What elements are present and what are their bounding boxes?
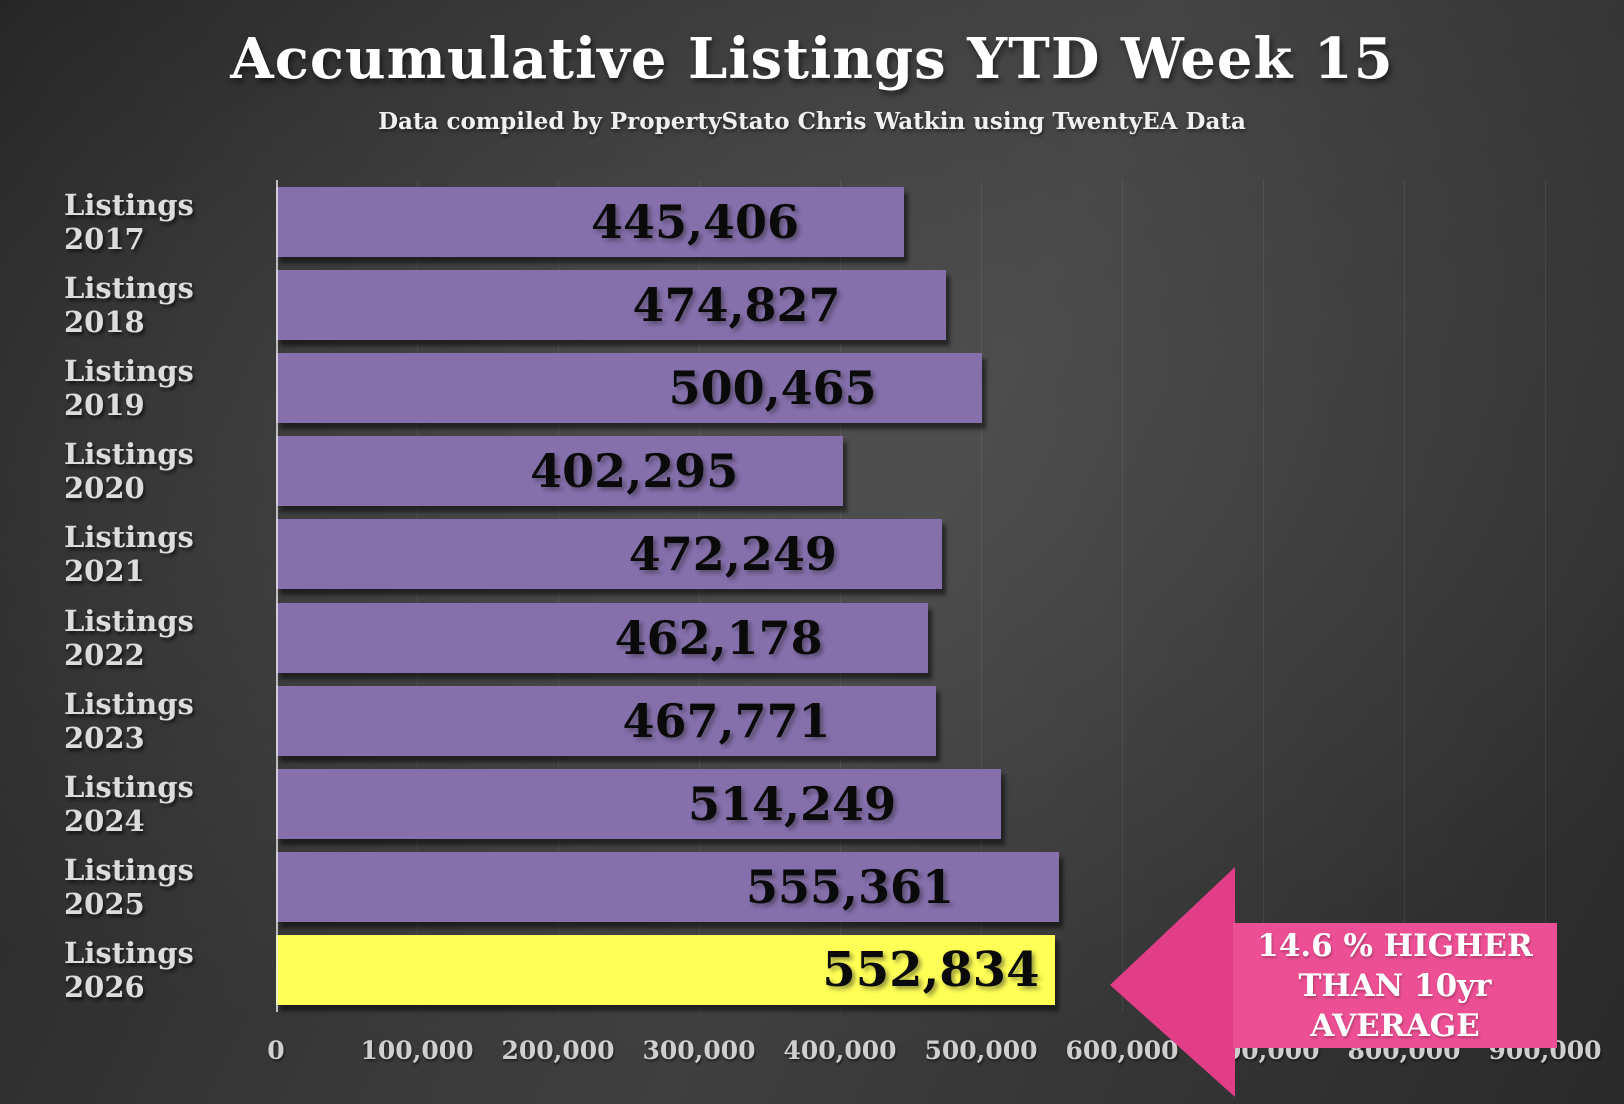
bar-value-label: 467,771 [622,693,831,748]
gridline [1122,180,1123,1012]
gridline [981,180,982,1012]
chart-subtitle: Data compiled by PropertyStato Chris Wat… [378,108,1246,135]
bar: 500,465 [276,352,982,423]
bar-value-label: 555,361 [745,860,955,915]
gridlines [276,180,1546,1012]
bar-value-label: 472,249 [628,527,837,582]
bar-value-label: 402,295 [530,444,739,499]
x-tick-label: 300,000 [642,1035,756,1065]
bar-chart: Listings 2017 445,406 Listings 2018 474,… [40,180,1602,1086]
category-label: Listings 2021 [64,520,194,589]
bar: 467,771 [276,685,936,756]
annotation-callout: 14.6 % HIGHER THAN 10yr AVERAGE [1233,923,1557,1048]
y-axis-line [276,180,278,1012]
bar: 402,295 [276,436,844,507]
category-label: Listings 2025 [64,853,194,922]
x-tick-label: 500,000 [924,1035,1038,1065]
category-label: Listings 2026 [64,936,194,1005]
category-label: Listings 2020 [64,437,194,506]
bar: 445,406 [276,186,905,257]
chart-header: Accumulative Listings YTD Week 15 Data c… [0,26,1624,135]
bar-track: 555,361 [276,852,1545,923]
category-label: Listings 2017 [64,187,194,256]
x-tick-label: 0 [267,1035,285,1065]
bar-row: Listings 2023 467,771 [40,679,1585,762]
gridline [839,180,841,1012]
gridline [699,180,700,1012]
bar-value-label: 514,249 [688,776,897,831]
bar-row: Listings 2026 552,834 [40,929,1585,1012]
chart-title: Accumulative Listings YTD Week 15 [230,26,1394,92]
bar: 474,827 [276,269,946,340]
bar-track: 467,771 [276,685,1545,756]
gridline [1545,180,1546,1012]
bar: 555,361 [276,852,1060,923]
bar-row: Listings 2022 462,178 [40,596,1585,679]
bar-track: 500,465 [276,352,1545,423]
bar-row: Listings 2019 500,465 [40,346,1585,429]
gridline [557,180,559,1012]
x-tick-label: 600,000 [1065,1035,1179,1065]
bar-value-label: 445,406 [590,194,800,249]
annotation-line-1: 14.6 % HIGHER [1257,927,1533,964]
x-tick-label: 400,000 [783,1035,897,1065]
bar-track: 552,834 [276,935,1545,1006]
bar: 514,249 [276,768,1002,839]
bar-row: Listings 2021 472,249 [40,513,1585,596]
category-label: Listings 2018 [64,270,194,339]
bar-track: 472,249 [276,519,1545,590]
annotation-line-2: THAN 10yr [1298,967,1492,1004]
bar: 552,834 [276,935,1056,1006]
annotation-line-3: AVERAGE [1310,1007,1480,1044]
bar-row: Listings 2020 402,295 [40,430,1585,513]
category-label: Listings 2022 [64,603,194,672]
bar-row: Listings 2018 474,827 [40,263,1585,346]
gridline [1403,180,1405,1012]
gridline [416,180,418,1012]
bar-value-label: 500,465 [668,360,877,415]
bar-value-label: 462,178 [614,610,823,665]
x-tick-label: 200,000 [501,1035,615,1065]
bar: 472,249 [276,519,942,590]
bar-value-label: 552,834 [822,942,1040,999]
bar-track: 462,178 [276,602,1545,673]
bar-row: Listings 2017 445,406 [40,180,1585,263]
bar: 462,178 [276,602,928,673]
category-label: Listings 2019 [64,353,194,422]
bar-track: 514,249 [276,768,1545,839]
bar-row: Listings 2025 555,361 [40,846,1585,929]
gridline [1263,180,1264,1012]
bar-row: Listings 2024 514,249 [40,762,1585,845]
bar-track: 402,295 [276,436,1545,507]
category-label: Listings 2024 [64,769,194,838]
category-label: Listings 2023 [64,686,194,755]
left-arrow-icon [1110,867,1235,1097]
bar-rows: Listings 2017 445,406 Listings 2018 474,… [40,180,1585,1012]
x-tick-label: 100,000 [360,1035,474,1065]
bar-value-label: 474,827 [632,277,841,332]
bar-track: 474,827 [276,269,1545,340]
bar-track: 445,406 [276,186,1545,257]
plot-area: Listings 2017 445,406 Listings 2018 474,… [40,180,1585,1012]
